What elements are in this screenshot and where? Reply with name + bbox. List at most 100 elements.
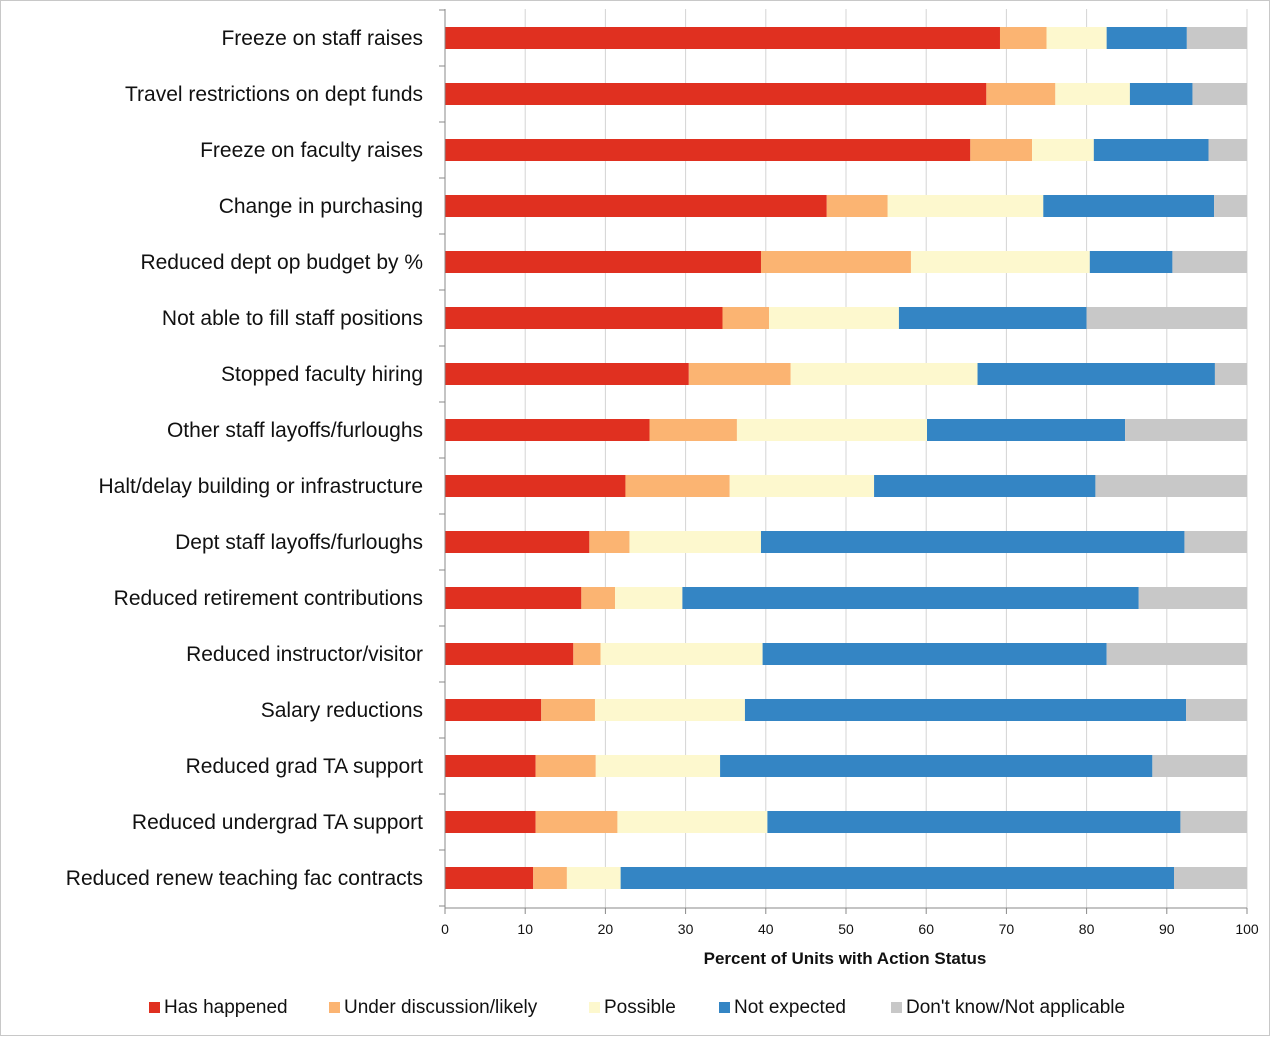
bar-not-expected-change-in-purchasing xyxy=(1043,195,1215,217)
bar-not-expected-travel-restrictions-on-dept-funds xyxy=(1129,83,1193,105)
bar-under-discussion-likely-reduced-retirement-contributions xyxy=(581,587,616,609)
bar-under-discussion-likely-dept-staff-layoffs-furloughs xyxy=(589,531,630,553)
bar-not-expected-freeze-on-staff-raises xyxy=(1106,27,1187,49)
category-label-salary-reductions: Salary reductions xyxy=(261,699,423,722)
x-tick-label-70: 70 xyxy=(999,921,1015,937)
x-tick-label-30: 30 xyxy=(678,921,694,937)
bar-not-expected-reduced-instructor-visitor xyxy=(762,643,1107,665)
bar-possible-reduced-dept-op-budget-by xyxy=(910,251,1090,273)
legend-label-don-t-know-not-applicable: Don't know/Not applicable xyxy=(906,997,1125,1018)
category-label-change-in-purchasing: Change in purchasing xyxy=(219,195,423,218)
bar-has-happened-halt-delay-building-or-infrastructure xyxy=(445,475,626,497)
bar-not-expected-reduced-dept-op-budget-by xyxy=(1089,251,1173,273)
bar-possible-reduced-retirement-contributions xyxy=(615,587,683,609)
legend-swatch-possible xyxy=(589,1002,600,1013)
bar-possible-stopped-faculty-hiring xyxy=(790,363,978,385)
bar-under-discussion-likely-reduced-dept-op-budget-by xyxy=(760,251,911,273)
bar-has-happened-travel-restrictions-on-dept-funds xyxy=(445,83,987,105)
bar-has-happened-reduced-instructor-visitor xyxy=(445,643,574,665)
category-label-reduced-dept-op-budget-by: Reduced dept op budget by % xyxy=(140,251,423,274)
bar-don-t-know-not-applicable-reduced-instructor-visitor xyxy=(1106,643,1247,665)
category-label-halt-delay-building-or-infrastructure: Halt/delay building or infrastructure xyxy=(99,475,424,498)
x-tick-label-0: 0 xyxy=(441,921,449,937)
x-tick-label-40: 40 xyxy=(758,921,774,937)
bar-under-discussion-likely-reduced-undergrad-ta-support xyxy=(535,811,618,833)
bar-has-happened-dept-staff-layoffs-furloughs xyxy=(445,531,590,553)
bar-possible-travel-restrictions-on-dept-funds xyxy=(1055,83,1130,105)
x-tick-label-90: 90 xyxy=(1159,921,1175,937)
bar-possible-freeze-on-faculty-raises xyxy=(1032,139,1094,161)
bar-don-t-know-not-applicable-salary-reductions xyxy=(1186,699,1247,721)
bar-under-discussion-likely-salary-reductions xyxy=(541,699,595,721)
bar-has-happened-not-able-to-fill-staff-positions xyxy=(445,307,723,329)
bar-under-discussion-likely-reduced-renew-teaching-fac-contracts xyxy=(533,867,567,889)
legend-swatch-not-expected xyxy=(719,1002,730,1013)
bar-don-t-know-not-applicable-change-in-purchasing xyxy=(1214,195,1247,217)
bar-possible-other-staff-layoffs-furloughs xyxy=(736,419,928,441)
category-label-other-staff-layoffs-furloughs: Other staff layoffs/furloughs xyxy=(167,419,423,442)
bar-under-discussion-likely-freeze-on-faculty-raises xyxy=(970,139,1033,161)
x-tick-label-100: 100 xyxy=(1235,921,1259,937)
bar-under-discussion-likely-change-in-purchasing xyxy=(826,195,888,217)
category-labels: Freeze on staff raises Travel restriction… xyxy=(66,27,423,890)
bar-possible-reduced-undergrad-ta-support xyxy=(617,811,768,833)
bar-has-happened-reduced-dept-op-budget-by xyxy=(445,251,761,273)
legend-swatch-under-discussion-likely xyxy=(329,1002,340,1013)
legend-label-has-happened: Has happened xyxy=(164,997,288,1018)
bar-don-t-know-not-applicable-freeze-on-faculty-raises xyxy=(1208,139,1247,161)
category-label-reduced-renew-teaching-fac-contracts: Reduced renew teaching fac contracts xyxy=(66,867,423,890)
category-label-reduced-instructor-visitor: Reduced instructor/visitor xyxy=(186,643,423,666)
bar-has-happened-change-in-purchasing xyxy=(445,195,827,217)
bar-not-expected-not-able-to-fill-staff-positions xyxy=(898,307,1087,329)
category-label-dept-staff-layoffs-furloughs: Dept staff layoffs/furloughs xyxy=(175,531,423,554)
bar-under-discussion-likely-reduced-grad-ta-support xyxy=(535,755,596,777)
bar-don-t-know-not-applicable-stopped-faculty-hiring xyxy=(1214,363,1247,385)
bar-possible-not-able-to-fill-staff-positions xyxy=(769,307,899,329)
x-tick-label-20: 20 xyxy=(598,921,614,937)
bars xyxy=(445,27,1247,889)
legend-label-possible: Possible xyxy=(604,997,676,1018)
bar-not-expected-reduced-undergrad-ta-support xyxy=(767,811,1181,833)
bar-not-expected-reduced-renew-teaching-fac-contracts xyxy=(620,867,1175,889)
bar-not-expected-reduced-retirement-contributions xyxy=(682,587,1139,609)
bar-don-t-know-not-applicable-reduced-dept-op-budget-by xyxy=(1172,251,1247,273)
bar-possible-salary-reductions xyxy=(594,699,745,721)
category-label-freeze-on-faculty-raises: Freeze on faculty raises xyxy=(200,139,423,162)
bar-not-expected-dept-staff-layoffs-furloughs xyxy=(760,531,1185,553)
x-tick-labels: 0 10 20 30 40 50 60 70 80 90 100 xyxy=(441,921,1259,937)
bar-not-expected-salary-reductions xyxy=(744,699,1187,721)
bar-possible-reduced-instructor-visitor xyxy=(600,643,763,665)
bar-has-happened-reduced-retirement-contributions xyxy=(445,587,582,609)
bar-possible-reduced-grad-ta-support xyxy=(595,755,721,777)
category-label-reduced-grad-ta-support: Reduced grad TA support xyxy=(186,755,424,778)
bar-possible-dept-staff-layoffs-furloughs xyxy=(629,531,761,553)
bar-don-t-know-not-applicable-dept-staff-layoffs-furloughs xyxy=(1184,531,1247,553)
legend: Has happened Under discussion/likely Possi… xyxy=(149,997,1125,1018)
x-tick-label-10: 10 xyxy=(517,921,533,937)
bar-has-happened-reduced-grad-ta-support xyxy=(445,755,536,777)
bar-has-happened-stopped-faculty-hiring xyxy=(445,363,689,385)
category-label-reduced-undergrad-ta-support: Reduced undergrad TA support xyxy=(132,811,423,834)
x-axis-title: Percent of Units with Action Status xyxy=(704,949,987,968)
legend-swatch-has-happened xyxy=(149,1002,160,1013)
bar-possible-change-in-purchasing xyxy=(887,195,1044,217)
bar-not-expected-reduced-grad-ta-support xyxy=(720,755,1153,777)
bar-possible-reduced-renew-teaching-fac-contracts xyxy=(566,867,621,889)
bar-under-discussion-likely-freeze-on-staff-raises xyxy=(999,27,1047,49)
bar-not-expected-stopped-faculty-hiring xyxy=(977,363,1215,385)
x-tick-label-60: 60 xyxy=(918,921,934,937)
bar-has-happened-reduced-renew-teaching-fac-contracts xyxy=(445,867,534,889)
bar-has-happened-other-staff-layoffs-furloughs xyxy=(445,419,650,441)
bar-don-t-know-not-applicable-other-staff-layoffs-furloughs xyxy=(1125,419,1247,441)
bar-has-happened-freeze-on-staff-raises xyxy=(445,27,1000,49)
bar-not-expected-halt-delay-building-or-infrastructure xyxy=(874,475,1096,497)
bar-under-discussion-likely-reduced-instructor-visitor xyxy=(573,643,601,665)
legend-swatch-don-t-know-not-applicable xyxy=(891,1002,902,1013)
bar-under-discussion-likely-travel-restrictions-on-dept-funds xyxy=(986,83,1056,105)
bar-has-happened-freeze-on-faculty-raises xyxy=(445,139,971,161)
bar-under-discussion-likely-other-staff-layoffs-furloughs xyxy=(649,419,737,441)
bar-under-discussion-likely-stopped-faculty-hiring xyxy=(688,363,791,385)
x-tick-label-80: 80 xyxy=(1079,921,1095,937)
bar-don-t-know-not-applicable-travel-restrictions-on-dept-funds xyxy=(1192,83,1247,105)
